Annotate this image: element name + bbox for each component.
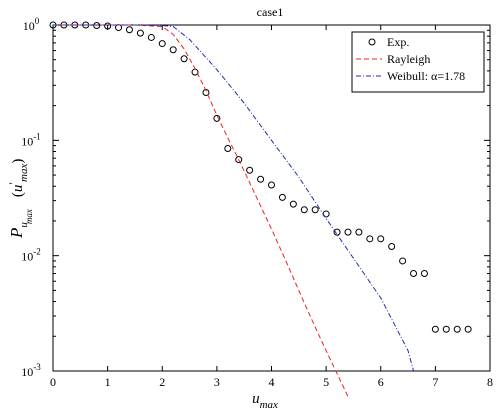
x-tick-label-2: 2 [159,375,165,389]
data-point [377,235,385,243]
data-point [399,257,407,265]
data-point [453,325,461,333]
y-axis-label-paren-close: ) [10,159,26,164]
series-2 [53,24,415,372]
y-tick-label-base: 10 [21,134,33,148]
y-axis-label-arg-sub: max [18,164,30,182]
data-point [464,325,472,333]
y-tick-label-0: 10-3 [21,362,41,379]
data-point [344,228,352,236]
x-tick-label-5: 5 [323,375,329,389]
y-axis-label-sub2: max [24,209,34,224]
series-0 [49,21,472,333]
data-point [431,325,439,333]
data-point [104,22,112,30]
legend-marker-exp [368,38,376,46]
data-point [136,29,144,37]
y-tick-label-3: 100 [23,16,40,33]
data-point [388,243,396,251]
data-point [300,206,308,214]
data-point [147,33,155,41]
x-axis-label: umax [252,391,278,411]
legend-label-weibull: Weibull: α=1.78 [387,69,465,83]
y-tick-label-exp: -3 [33,362,41,372]
y-tick-label-exp: -2 [33,247,41,257]
data-point [442,325,450,333]
y-tick-label-exp: -1 [33,131,41,141]
data-point [169,46,177,54]
series-layer [49,21,472,397]
x-tick-label-8: 8 [487,375,493,389]
y-axis-label-prime: ′ [6,182,20,185]
y-tick-label-base: 10 [23,19,35,33]
data-point [180,55,188,63]
y-tick-label-base: 10 [21,365,33,379]
y-axis-label-arg: u [10,185,26,193]
data-point [93,22,101,30]
x-tick-label-1: 1 [105,375,111,389]
y-tick-label-base: 10 [21,250,33,264]
legend-label-exp: Exp. [387,35,409,49]
series-1 [53,24,349,397]
axis-ticks [52,24,491,372]
legend-label-rayleigh: Rayleigh [387,52,430,66]
x-tick-label-3: 3 [214,375,220,389]
data-point [246,166,254,174]
data-point [366,235,374,243]
data-point [311,206,319,214]
data-point [158,40,166,48]
x-tick-labels: 0 1 2 3 4 5 6 7 8 [50,375,493,389]
x-axis-label-main: u [252,391,260,407]
data-point [410,270,418,278]
data-point [213,114,221,122]
legend: Exp. Rayleigh Weibull: α=1.78 [351,31,485,93]
x-tick-label-4: 4 [269,375,275,389]
data-point [333,228,341,236]
x-tick-label-6: 6 [378,375,384,389]
x-axis-label-sub: max [260,399,278,411]
data-point [235,156,243,164]
y-tick-label-2: 10-1 [21,131,41,148]
data-point [355,228,363,236]
x-tick-label-0: 0 [50,375,56,389]
chart-title: case1 [257,5,284,19]
data-point [257,175,265,183]
data-point [224,144,232,152]
legend-box [351,31,485,93]
y-axis-label-sub1: u [18,222,30,228]
data-point [278,193,286,201]
y-axis-label: Pumax(u′max) [6,159,34,239]
y-axis-label-main: P [7,228,26,239]
x-tick-label-7: 7 [432,375,438,389]
data-point [125,26,133,34]
series-line-1 [53,24,349,397]
y-axis-label-paren-open: ( [10,192,26,197]
y-tick-label-1: 10-2 [21,247,41,264]
data-point [289,200,297,208]
data-point [420,270,428,278]
y-tick-label-exp: 0 [35,16,40,26]
data-point [268,181,275,189]
series-line-2 [53,24,415,372]
